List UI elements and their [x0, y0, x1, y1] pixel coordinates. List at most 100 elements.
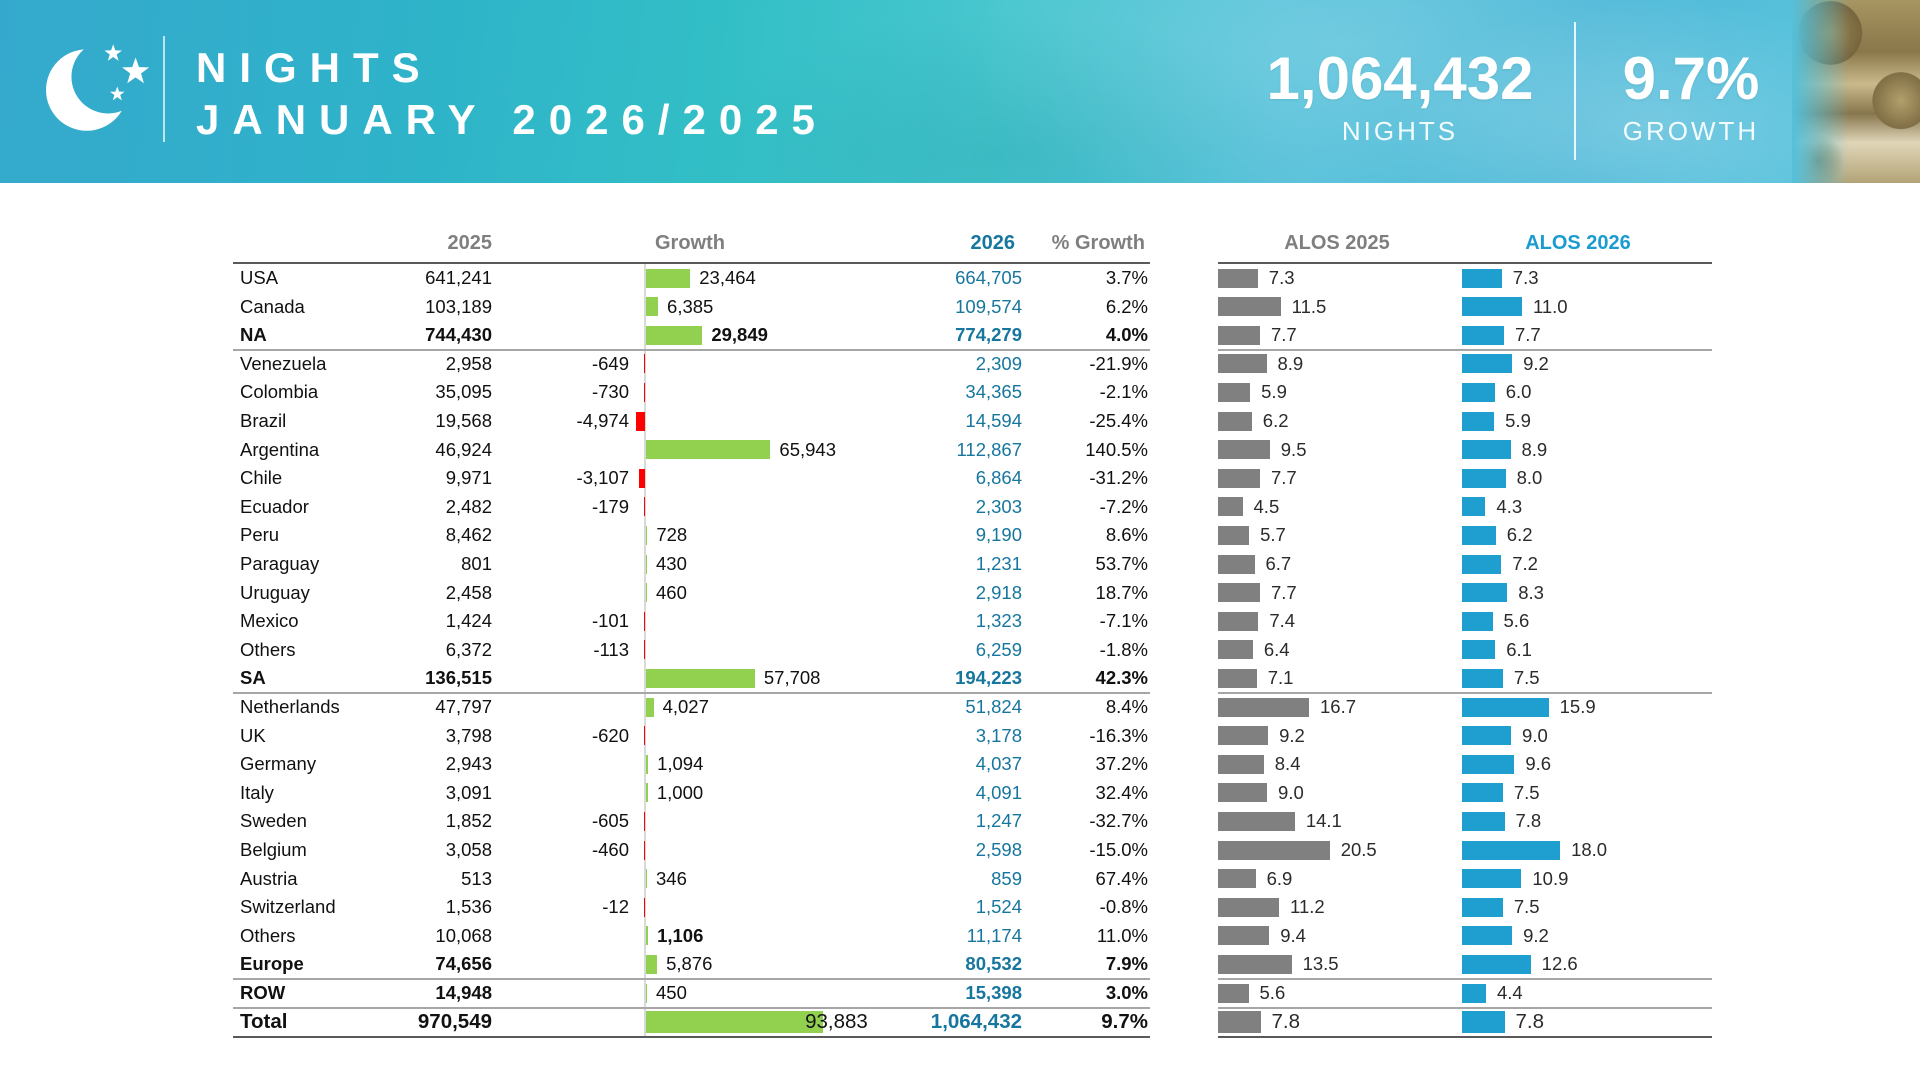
- alos-2025-bar: [1218, 783, 1268, 803]
- growth-negative-bar: [643, 840, 645, 860]
- alos-2026-value: 8.3: [1518, 581, 1544, 603]
- country-label: ROW: [240, 982, 286, 1003]
- nights-2025-value: 3,798: [445, 724, 492, 746]
- alos-2025-value: 5.9: [1261, 381, 1287, 403]
- kpi-growth-label: GROWTH: [1622, 116, 1760, 146]
- growth-positive-bar: [646, 697, 654, 717]
- alos-2025-value: 7.7: [1270, 467, 1297, 489]
- growth-value: 346: [656, 867, 687, 889]
- alos-2026-bar: [1462, 325, 1504, 345]
- alos-2025-value: 8.9: [1277, 352, 1304, 374]
- country-label: Paraguay: [240, 553, 320, 574]
- alos-2025-value: 9.0: [1278, 781, 1304, 803]
- growth-positive-bar: [646, 440, 771, 460]
- country-label: Others: [240, 638, 296, 660]
- country-label: Uruguay: [240, 581, 310, 603]
- nights-2025-value: 641,241: [425, 267, 492, 288]
- alos-2026-bar: [1462, 497, 1486, 517]
- country-label: Venezuela: [240, 352, 327, 374]
- alos-2025-bar: [1218, 411, 1252, 431]
- nights-2025-value: 35,095: [435, 381, 492, 403]
- growth-positive-bar: [646, 783, 648, 803]
- nights-2026-value: 3,178: [975, 724, 1022, 746]
- growth-negative-bar: [643, 726, 645, 746]
- growth-positive-bar: [646, 583, 647, 603]
- alos-2025-value: 9.4: [1280, 924, 1306, 946]
- table-row: Switzerland 1,536 -12 1,524 -0.8% 11.2 7.5: [233, 893, 1712, 922]
- alos-2026-bar: [1462, 268, 1502, 288]
- alos-2025-value: 11.2: [1290, 896, 1325, 918]
- growth-value: 728: [656, 524, 688, 546]
- growth-negative-value: -605: [591, 810, 629, 832]
- alos-2026-value: 15.9: [1559, 696, 1596, 717]
- alos-2026-bar: [1462, 897, 1503, 917]
- nights-2025-value: 2,943: [445, 753, 492, 775]
- alos-2026-value: 7.3: [1512, 267, 1539, 288]
- nights-2025-value: 1,852: [445, 810, 492, 832]
- alos-2026-bar: [1462, 554, 1502, 574]
- alos-2026-value: 11.0: [1532, 295, 1568, 317]
- table-row: Total 970,549 93,883 1,064,432 9.7% 7.8 7.8: [233, 1008, 1712, 1037]
- country-label: Brazil: [240, 410, 287, 431]
- alos-2026-value: 7.8: [1515, 810, 1542, 832]
- pct-growth-value: 7.9%: [1105, 953, 1148, 975]
- alos-2026-value: 7.2: [1512, 553, 1538, 574]
- alos-2025-bar: [1218, 668, 1257, 688]
- alos-2025-bar: [1218, 554, 1255, 574]
- nights-2025-value: 10,068: [435, 924, 492, 946]
- alos-2026-value: 8.9: [1521, 438, 1548, 460]
- alos-2025-value: 6.9: [1266, 867, 1293, 889]
- pct-growth-value: 42.3%: [1095, 667, 1148, 689]
- alos-2025-value: 7.7: [1270, 581, 1297, 603]
- alos-2026-value: 5.6: [1503, 610, 1530, 632]
- growth-negative-bar: [643, 382, 645, 402]
- growth-value: 29,849: [711, 324, 768, 346]
- growth-value: 5,876: [666, 953, 713, 975]
- alos-2025-bar: [1218, 525, 1250, 545]
- growth-negative-bar: [639, 468, 645, 488]
- table-row: Italy 3,091 1,000 4,091 32.4% 9.0 7.5: [233, 779, 1712, 808]
- table-row: Germany 2,943 1,094 4,037 37.2% 8.4 9.6: [233, 750, 1712, 779]
- nights-2026-value: 1,064,432: [930, 1009, 1022, 1033]
- growth-negative-value: -460: [591, 839, 629, 860]
- nights-2025-value: 1,424: [445, 610, 492, 632]
- nights-2025-value: 3,058: [445, 839, 492, 860]
- nights-2026-value: 2,918: [975, 581, 1022, 603]
- column-header-pct-growth: % Growth: [1051, 232, 1145, 254]
- alos-2026-value: 4.4: [1496, 982, 1523, 1003]
- alos-2026-value: 12.6: [1541, 953, 1578, 975]
- alos-2026-value: 6.1: [1506, 638, 1532, 660]
- alos-2025-value: 7.1: [1267, 667, 1294, 689]
- growth-value: 460: [656, 581, 687, 603]
- table-row: Paraguay 801 430 1,231 53.7% 6.7 7.2: [233, 550, 1712, 579]
- pct-growth-value: -32.7%: [1089, 810, 1148, 832]
- growth-positive-bar: [646, 325, 703, 345]
- alos-2025-value: 4.5: [1253, 495, 1280, 517]
- pct-growth-value: -25.4%: [1089, 410, 1148, 431]
- alos-2025-value: 7.3: [1268, 267, 1295, 288]
- column-header-2026: 2026: [970, 232, 1016, 254]
- alos-2026-bar: [1462, 297, 1522, 317]
- alos-2025-bar: [1218, 325, 1260, 345]
- table-row: Europe 74,656 5,876 80,532 7.9% 13.5 12.6: [233, 950, 1712, 979]
- section-rule: [233, 1036, 1150, 1039]
- growth-positive-bar: [646, 954, 658, 974]
- kpi-total-nights-label: NIGHTS: [1341, 116, 1459, 146]
- alos-2026-value: 9.0: [1522, 724, 1548, 746]
- alos-2026-bar: [1462, 468, 1506, 488]
- country-label: SA: [240, 667, 266, 689]
- pct-growth-value: 140.5%: [1085, 438, 1148, 460]
- table-row: Netherlands 47,797 4,027 51,824 8.4% 16.7 15.9: [233, 693, 1712, 722]
- country-label: Peru: [240, 524, 280, 546]
- pct-growth-value: -31.2%: [1089, 467, 1148, 489]
- header-banner: NIGHTS JANUARY 2026/2025 1,064,432 NIGHT…: [0, 0, 1920, 183]
- section-rule: [1218, 692, 1712, 694]
- table-row: USA 641,241 23,464 664,705 3.7% 7.3 7.3: [233, 264, 1712, 293]
- alos-2026-value: 10.9: [1532, 867, 1569, 889]
- nights-2026-value: 774,279: [955, 324, 1022, 346]
- table-row: Peru 8,462 728 9,190 8.6% 5.7 6.2: [233, 521, 1712, 550]
- nights-2025-value: 6,372: [445, 638, 492, 660]
- alos-2026-bar: [1462, 525, 1496, 545]
- table-row: Colombia 35,095 -730 34,365 -2.1% 5.9 6.0: [233, 378, 1712, 407]
- alos-2025-bar: [1218, 297, 1281, 317]
